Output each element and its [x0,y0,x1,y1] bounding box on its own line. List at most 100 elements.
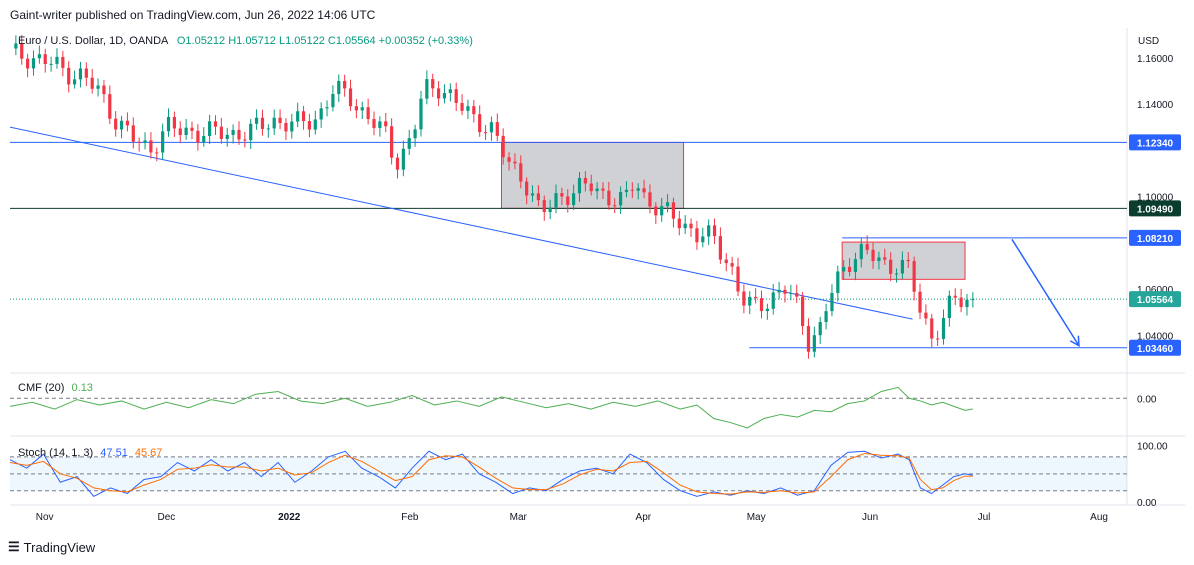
time-tick-label: Jun [862,512,878,523]
candle-body [507,157,511,162]
candle-body [313,119,317,130]
candle-body [155,152,159,154]
candle-body [360,107,364,111]
candle-body [800,296,805,327]
candle-body [959,297,963,308]
candle-body [390,126,394,158]
time-tick-label: Nov [36,512,54,523]
candle-body [912,261,916,292]
candle-body [759,298,764,312]
candle-body [249,123,253,141]
price-tick-label: 1.14000 [1137,100,1174,111]
time-tick-label: May [747,512,766,523]
candle-body [707,225,711,237]
candle-body [906,259,910,262]
candle-body [231,129,235,135]
candle-body [577,177,582,194]
time-tick-label: Jul [978,512,991,523]
price-tag-box [1129,291,1181,308]
candle-body [665,202,670,207]
candle-body [196,130,200,143]
candle-body [589,183,593,192]
candle-body [624,189,629,193]
candle-body [108,94,112,119]
candle-body [818,322,822,336]
price-tag-label: 1.12340 [1137,138,1174,149]
candle-body [67,67,71,85]
axes: 1.16000 1.14000 1.10000 1.06000 1.04000 1.123… [36,54,1181,523]
candle-body [348,88,353,107]
candle-body [419,98,423,130]
candle-body [965,299,969,308]
candle-body [865,244,869,250]
candle-body [401,148,405,170]
candle-body [718,236,723,260]
candle-body [795,292,799,297]
candle-body [407,138,411,149]
stoch-tick-label: 0.00 [1137,498,1157,509]
candle-body [149,140,153,153]
symbol-title[interactable]: Euro / U.S. Dollar, 1D, OANDA [18,35,168,47]
candle-body [172,117,176,129]
candle-body [96,85,100,89]
candle-body [343,80,347,89]
stoch-k-line [9,450,973,497]
cmf-line [9,386,973,429]
candle-body [372,119,376,128]
candle-body [378,121,382,128]
candle-body [55,56,59,64]
price-tag-box [1129,339,1181,356]
candle-body [847,266,852,272]
candle-body [307,121,312,130]
stoch-d-value: 45.67 [134,447,163,459]
candle-body [72,79,77,85]
candle-body [777,289,781,293]
candle-body [601,188,605,191]
stoch-tick-label: 100.00 [1137,442,1168,453]
candle-body [284,122,288,132]
price-tag-label: 1.09490 [1137,204,1174,215]
candle-body [754,296,758,299]
candle-body [689,223,693,229]
price-tag-box [1129,200,1181,217]
time-tick-label: Apr [636,512,652,523]
price-pane [9,35,1127,359]
candle-body [213,121,218,127]
stoch-title[interactable]: Stoch (14, 1, 3) [18,447,94,459]
candle-body [671,202,676,219]
cmf-title[interactable]: CMF (20) [18,382,65,394]
candle-body [483,132,488,134]
tradingview-footer: ☰ TradingView [8,539,95,555]
candle-body [871,249,875,262]
candle-body [184,127,188,136]
candle-body [466,106,470,111]
candle-body [495,122,499,136]
candle-body [918,291,922,313]
candle-body [436,88,441,99]
candle-body [190,127,194,131]
time-tick-label: Aug [1090,512,1108,523]
price-tag-label: 1.03460 [1137,344,1174,355]
trend-line [9,126,913,320]
candle-body [472,106,476,115]
candle-body [824,311,828,323]
cmf-pane [9,386,1127,429]
candle-body [119,120,124,130]
candle-body [254,117,259,124]
candle-body [936,338,940,340]
tradingview-brand[interactable]: TradingView [23,539,96,555]
candle-body [542,200,546,213]
candle-body [325,107,329,109]
candle-body [20,43,24,59]
candle-body [924,312,928,319]
ohlc-values: O1.05212 H1.05712 L1.05122 C1.05564 +0.0… [176,35,473,47]
publish-info: Gaint-writer published on TradingView.co… [10,8,376,22]
time-tick-label: 2022 [278,512,301,523]
candle-body [613,205,617,207]
candle-body [166,117,171,132]
forecast-arrow [1011,238,1080,347]
candle-body [654,206,658,216]
candle-body [114,118,118,130]
candle-body [425,79,429,99]
